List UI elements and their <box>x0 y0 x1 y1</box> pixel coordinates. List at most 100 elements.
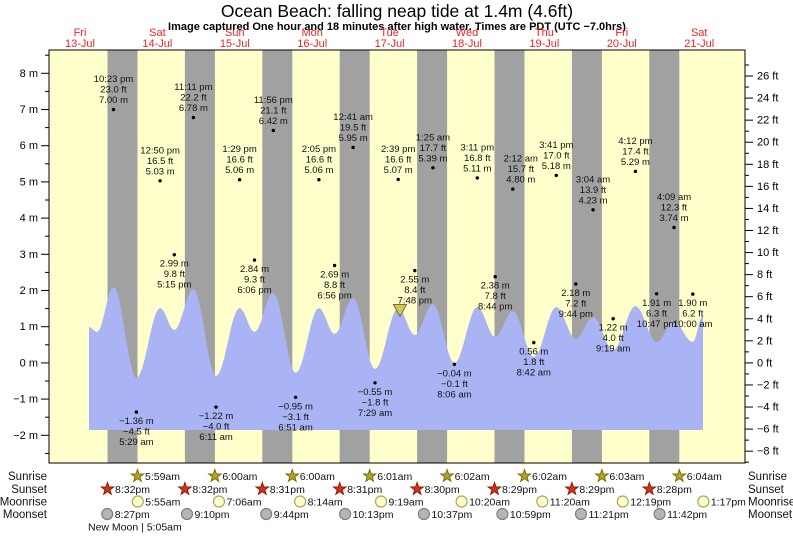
astro-row-label-left: Sunset <box>11 484 48 496</box>
high-tide-m-label: 5.11 m <box>463 163 491 174</box>
high-tide-time-label: 2:12 am <box>504 154 538 165</box>
sunset-star-icon <box>486 480 503 496</box>
astro-event-time: 8:14am <box>308 497 343 509</box>
moonrise-icon <box>616 495 629 508</box>
low-tide-ft-label: 7.2 ft <box>565 299 586 310</box>
low-tide-m-label: 2.99 m <box>160 259 189 270</box>
low-tide-dot <box>214 405 218 409</box>
high-tide-ft-label: 16.6 ft <box>385 154 412 165</box>
low-tide-m-label: −1.22 m <box>199 411 234 422</box>
day-name-label: Mon <box>301 27 322 39</box>
high-tide-dot <box>317 178 321 182</box>
low-tide-ft-label: 4.0 ft <box>603 333 624 344</box>
astro-event-time: 11:20am <box>550 497 590 509</box>
low-tide-time-label: 6:51 am <box>278 422 312 433</box>
astro-event-time: 6:01am <box>377 471 412 483</box>
high-tide-time-label: 10:23 pm <box>94 74 134 85</box>
low-tide-ft-label: −4.0 ft <box>203 422 230 433</box>
sunset-star-icon <box>641 480 657 496</box>
axis-right-tick-label: 16 ft <box>757 181 778 193</box>
low-tide-m-label: 2.38 m <box>481 281 510 292</box>
moonset-icon <box>180 507 194 521</box>
high-tide-dot <box>351 145 355 150</box>
astro-event-time: 11:21pm <box>589 509 629 521</box>
day-date-label: 15-Jul <box>220 38 250 50</box>
high-tide-time-label: 1:29 pm <box>222 144 256 155</box>
low-tide-dot <box>493 275 497 279</box>
astro-event-time: 5:59am <box>145 471 180 483</box>
sunset-star-icon <box>99 480 116 496</box>
high-tide-dot <box>158 179 162 183</box>
low-tide-m-label: −0.04 m <box>437 368 472 379</box>
axis-right-tick-label: −2 ft <box>757 379 779 391</box>
moonrise-icon <box>374 495 388 508</box>
astro-event-time: 8:29pm <box>579 484 614 496</box>
low-tide-m-label: 2.84 m <box>240 264 269 275</box>
high-tide-ft-label: 17.4 ft <box>622 146 649 157</box>
moonrise-icon <box>697 495 710 508</box>
moonrise-icon <box>294 495 307 508</box>
low-tide-ft-label: 6.2 ft <box>682 309 703 320</box>
high-tide-dot <box>431 166 435 170</box>
low-tide-m-label: −1.36 m <box>119 416 154 427</box>
axis-right-tick-label: 24 ft <box>757 93 778 105</box>
astro-event-time: 9:10pm <box>195 509 230 521</box>
astro-event-time: 8:32pm <box>192 484 227 496</box>
high-tide-time-label: 12:50 pm <box>140 145 180 156</box>
high-tide-time-label: 11:11 pm <box>174 82 212 93</box>
moonrise-icon <box>131 495 144 508</box>
high-tide-ft-label: 23.0 ft <box>100 85 127 96</box>
high-tide-dot <box>191 115 196 120</box>
high-tide-ft-label: 13.9 ft <box>580 185 607 196</box>
moonset-icon <box>101 507 114 521</box>
sunset-star-icon <box>564 480 580 496</box>
astro-event-time: 1:17pm <box>711 497 746 509</box>
high-tide-m-label: 5.18 m <box>542 161 571 172</box>
high-tide-ft-label: 16.6 ft <box>226 155 253 166</box>
low-tide-dot <box>532 340 536 345</box>
astro-event-time: 8:31pm <box>347 484 382 496</box>
high-tide-ft-label: 22.2 ft <box>180 93 207 104</box>
high-tide-m-label: 3.74 m <box>659 213 688 224</box>
astro-row-label-right: Moonrise <box>748 497 793 509</box>
high-tide-m-label: 6.42 m <box>259 116 288 127</box>
axis-left-tick-label: −1 m <box>13 394 38 406</box>
day-date-label: 18-Jul <box>452 38 482 50</box>
astro-event-time: 6:02am <box>532 471 567 483</box>
astro-event-time: 6:00am <box>300 471 335 483</box>
sunrise-star-icon <box>671 467 687 483</box>
high-tide-ft-label: 15.7 ft <box>508 164 535 175</box>
axis-left-tick-label: 8 m <box>20 68 38 80</box>
high-tide-time-label: 2:39 pm <box>381 144 415 155</box>
axis-right-tick-label: 2 ft <box>757 335 772 347</box>
low-tide-time-label: 5:15 pm <box>157 280 191 291</box>
high-tide-ft-label: 17.7 ft <box>420 143 447 154</box>
astro-row-label-right: Sunrise <box>748 471 787 483</box>
astro-event-time: 12:19pm <box>630 497 671 509</box>
low-tide-dot <box>293 395 298 399</box>
sunrise-star-icon <box>594 467 610 483</box>
astro-event-time: 9:19am <box>389 497 424 509</box>
low-tide-time-label: 8:44 pm <box>478 302 512 313</box>
axis-right-tick-label: 22 ft <box>757 115 778 127</box>
sunrise-star-icon <box>439 467 455 483</box>
low-tide-dot <box>574 282 578 286</box>
low-tide-time-label: 5:29 am <box>119 437 153 448</box>
chart-title: Ocean Beach: falling neap tide at 1.4m (… <box>221 1 573 21</box>
low-tide-m-label: −0.55 m <box>358 387 393 398</box>
moonset-icon <box>260 507 273 521</box>
day-name-label: Tue <box>380 27 399 39</box>
axis-left-tick-label: 7 m <box>20 104 38 116</box>
low-tide-ft-label: −0.1 ft <box>441 379 468 390</box>
high-tide-m-label: 6.78 m <box>179 103 208 114</box>
high-tide-m-label: 5.29 m <box>621 157 650 168</box>
axis-right-tick-label: −6 ft <box>757 424 779 436</box>
low-tide-dot <box>252 258 257 262</box>
high-tide-time-label: 4:12 pm <box>618 136 652 147</box>
high-tide-m-label: 5.95 m <box>339 133 368 144</box>
low-tide-dot <box>134 410 139 414</box>
low-tide-time-label: 10:00 am <box>673 319 713 330</box>
high-tide-m-label: 5.06 m <box>225 165 254 176</box>
high-tide-dot <box>591 208 595 212</box>
